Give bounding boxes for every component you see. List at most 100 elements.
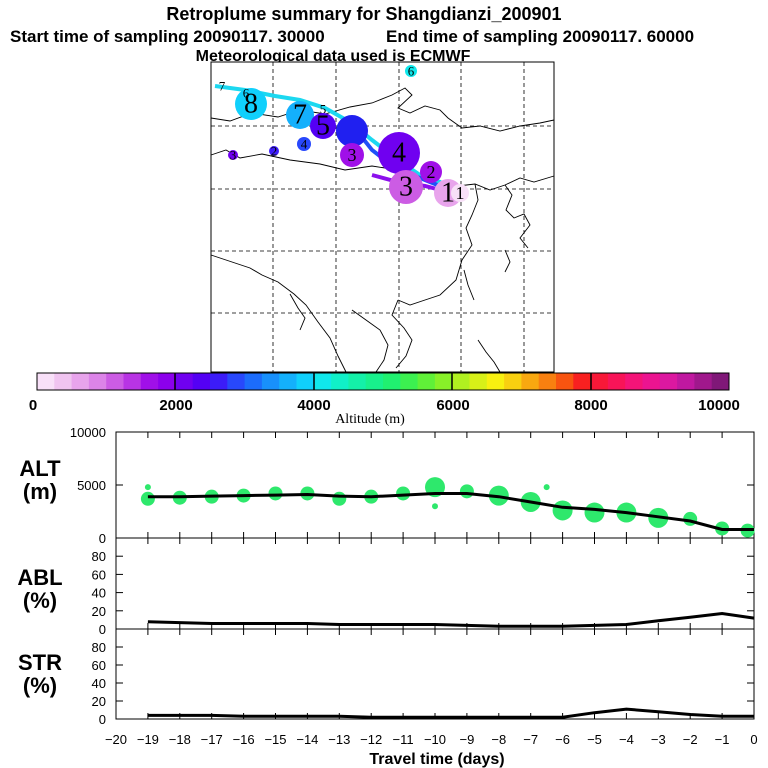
colorbar-cell — [54, 373, 72, 390]
colorbar-frame — [36, 372, 730, 391]
x-tick-label: −5 — [587, 732, 602, 747]
map-cluster-circle — [286, 101, 314, 129]
colorbar-cell — [192, 373, 211, 390]
colorbar-cell — [140, 373, 159, 390]
colorbar-cell — [573, 373, 591, 390]
alt-scatter-point — [552, 500, 573, 521]
y-tick-label: 0 — [99, 712, 106, 727]
colorbar-tick: 8000 — [574, 397, 607, 414]
y-tick-label: 10000 — [70, 425, 106, 440]
x-tick-label: −8 — [491, 732, 506, 747]
abl-series-line — [147, 611, 755, 628]
x-tick-label: −10 — [424, 732, 446, 747]
map-cluster-label: 5 — [316, 111, 330, 142]
alt-series-line — [147, 492, 754, 531]
x-tick-label: −4 — [619, 732, 634, 747]
x-tick-label: −7 — [523, 732, 538, 747]
str-panel: 0 20 40 60 80 — [92, 628, 755, 727]
alt-panel: 0 5000 10000 — [70, 425, 755, 546]
x-tick-label: −9 — [459, 732, 474, 747]
map-cluster-circle — [378, 132, 420, 174]
colorbar-tick: 2000 — [159, 397, 192, 414]
x-tick-label: −15 — [264, 732, 286, 747]
map-cluster-label: 6 — [243, 86, 250, 101]
colorbar-cell — [521, 373, 540, 390]
x-axis-label: Travel time (days) — [369, 751, 504, 768]
map-cluster-circle — [340, 143, 364, 167]
map-cluster-circle — [389, 170, 423, 204]
colorbar-cell — [711, 373, 730, 390]
map-cluster-label: 2 — [271, 144, 278, 159]
colorbar-cell — [244, 373, 263, 390]
colorbar-cell — [417, 373, 436, 390]
alt-scatter-point — [268, 486, 283, 501]
colorbar-cell — [71, 373, 90, 390]
x-tick-label: −17 — [201, 732, 223, 747]
y-tick-label: 40 — [92, 676, 106, 691]
map-cluster-label: 3 — [348, 145, 357, 165]
x-tick-label: −19 — [137, 732, 159, 747]
x-tick-label: −14 — [296, 732, 318, 747]
colorbar-cell — [106, 373, 124, 390]
colorbar-cell — [37, 373, 55, 390]
alt-scatter-point — [432, 503, 438, 510]
alt-scatter-point — [396, 486, 411, 501]
x-tick-label: −12 — [360, 732, 382, 747]
colorbar: 0 2000 4000 6000 8000 10000 Altitude (m) — [29, 372, 740, 427]
map-cluster-circle — [228, 150, 238, 160]
str-panel-unit: (%) — [23, 673, 57, 698]
map-cluster-label: 1 — [456, 183, 465, 203]
colorbar-cell — [469, 373, 488, 390]
abl-panel-unit: (%) — [23, 588, 57, 613]
map-cluster-label: 6 — [408, 64, 415, 79]
map-frame — [210, 61, 555, 373]
colorbar-cell — [313, 373, 332, 390]
map-cluster-label: 1 — [441, 178, 455, 209]
colorbar-cell — [123, 373, 142, 390]
colorbar-cell — [504, 373, 522, 390]
end-time-label: End time of sampling 20090117. 60000 — [386, 27, 694, 46]
colorbar-cell — [434, 373, 453, 390]
colorbar-cell — [677, 373, 695, 390]
map-cluster-label: 2 — [427, 162, 436, 182]
map-cluster-label: 7 — [293, 100, 307, 131]
colorbar-cell — [452, 373, 470, 390]
map-cluster-label: 8 — [244, 89, 258, 120]
str-panel-frame — [115, 628, 755, 720]
map-cluster-circle — [405, 65, 417, 77]
alt-scatter-point — [144, 484, 151, 491]
y-tick-label: 20 — [92, 604, 106, 619]
map-gridlines — [211, 62, 554, 372]
abl-panel-frame — [115, 537, 755, 630]
alt-scatter-point — [140, 491, 155, 506]
x-axis-ticks: −20 −19 −18 −17 −16 −15 −14 −13 −12 −11 −10 −9 −8 −7−… — [105, 732, 758, 747]
colorbar-cell — [348, 373, 367, 390]
colorbar-cells — [37, 373, 730, 390]
map-cluster-circle — [451, 184, 469, 202]
colorbar-cell — [659, 373, 678, 390]
colorbar-cell — [486, 373, 505, 390]
colorbar-cell — [694, 373, 713, 390]
colorbar-cell — [538, 373, 557, 390]
colorbar-cell — [625, 373, 643, 390]
y-tick-label: 60 — [92, 658, 106, 673]
colorbar-tick: 0 — [29, 397, 37, 414]
abl-panel: 0 20 40 60 80 — [92, 537, 755, 637]
map-cluster-label: 4 — [301, 137, 308, 152]
alt-scatter-point — [543, 484, 550, 491]
map-cluster-circle — [336, 115, 368, 147]
x-tick-label: −11 — [393, 732, 414, 747]
colorbar-cell — [365, 373, 384, 390]
y-tick-label: 80 — [92, 549, 106, 564]
colorbar-cell — [279, 373, 297, 390]
colorbar-tick: 6000 — [436, 397, 469, 414]
colorbar-cell — [607, 373, 626, 390]
map-cluster-circle — [420, 161, 442, 183]
colorbar-cell — [296, 373, 315, 390]
alt-scatter-point — [584, 502, 605, 523]
x-tick-label: −18 — [169, 732, 191, 747]
